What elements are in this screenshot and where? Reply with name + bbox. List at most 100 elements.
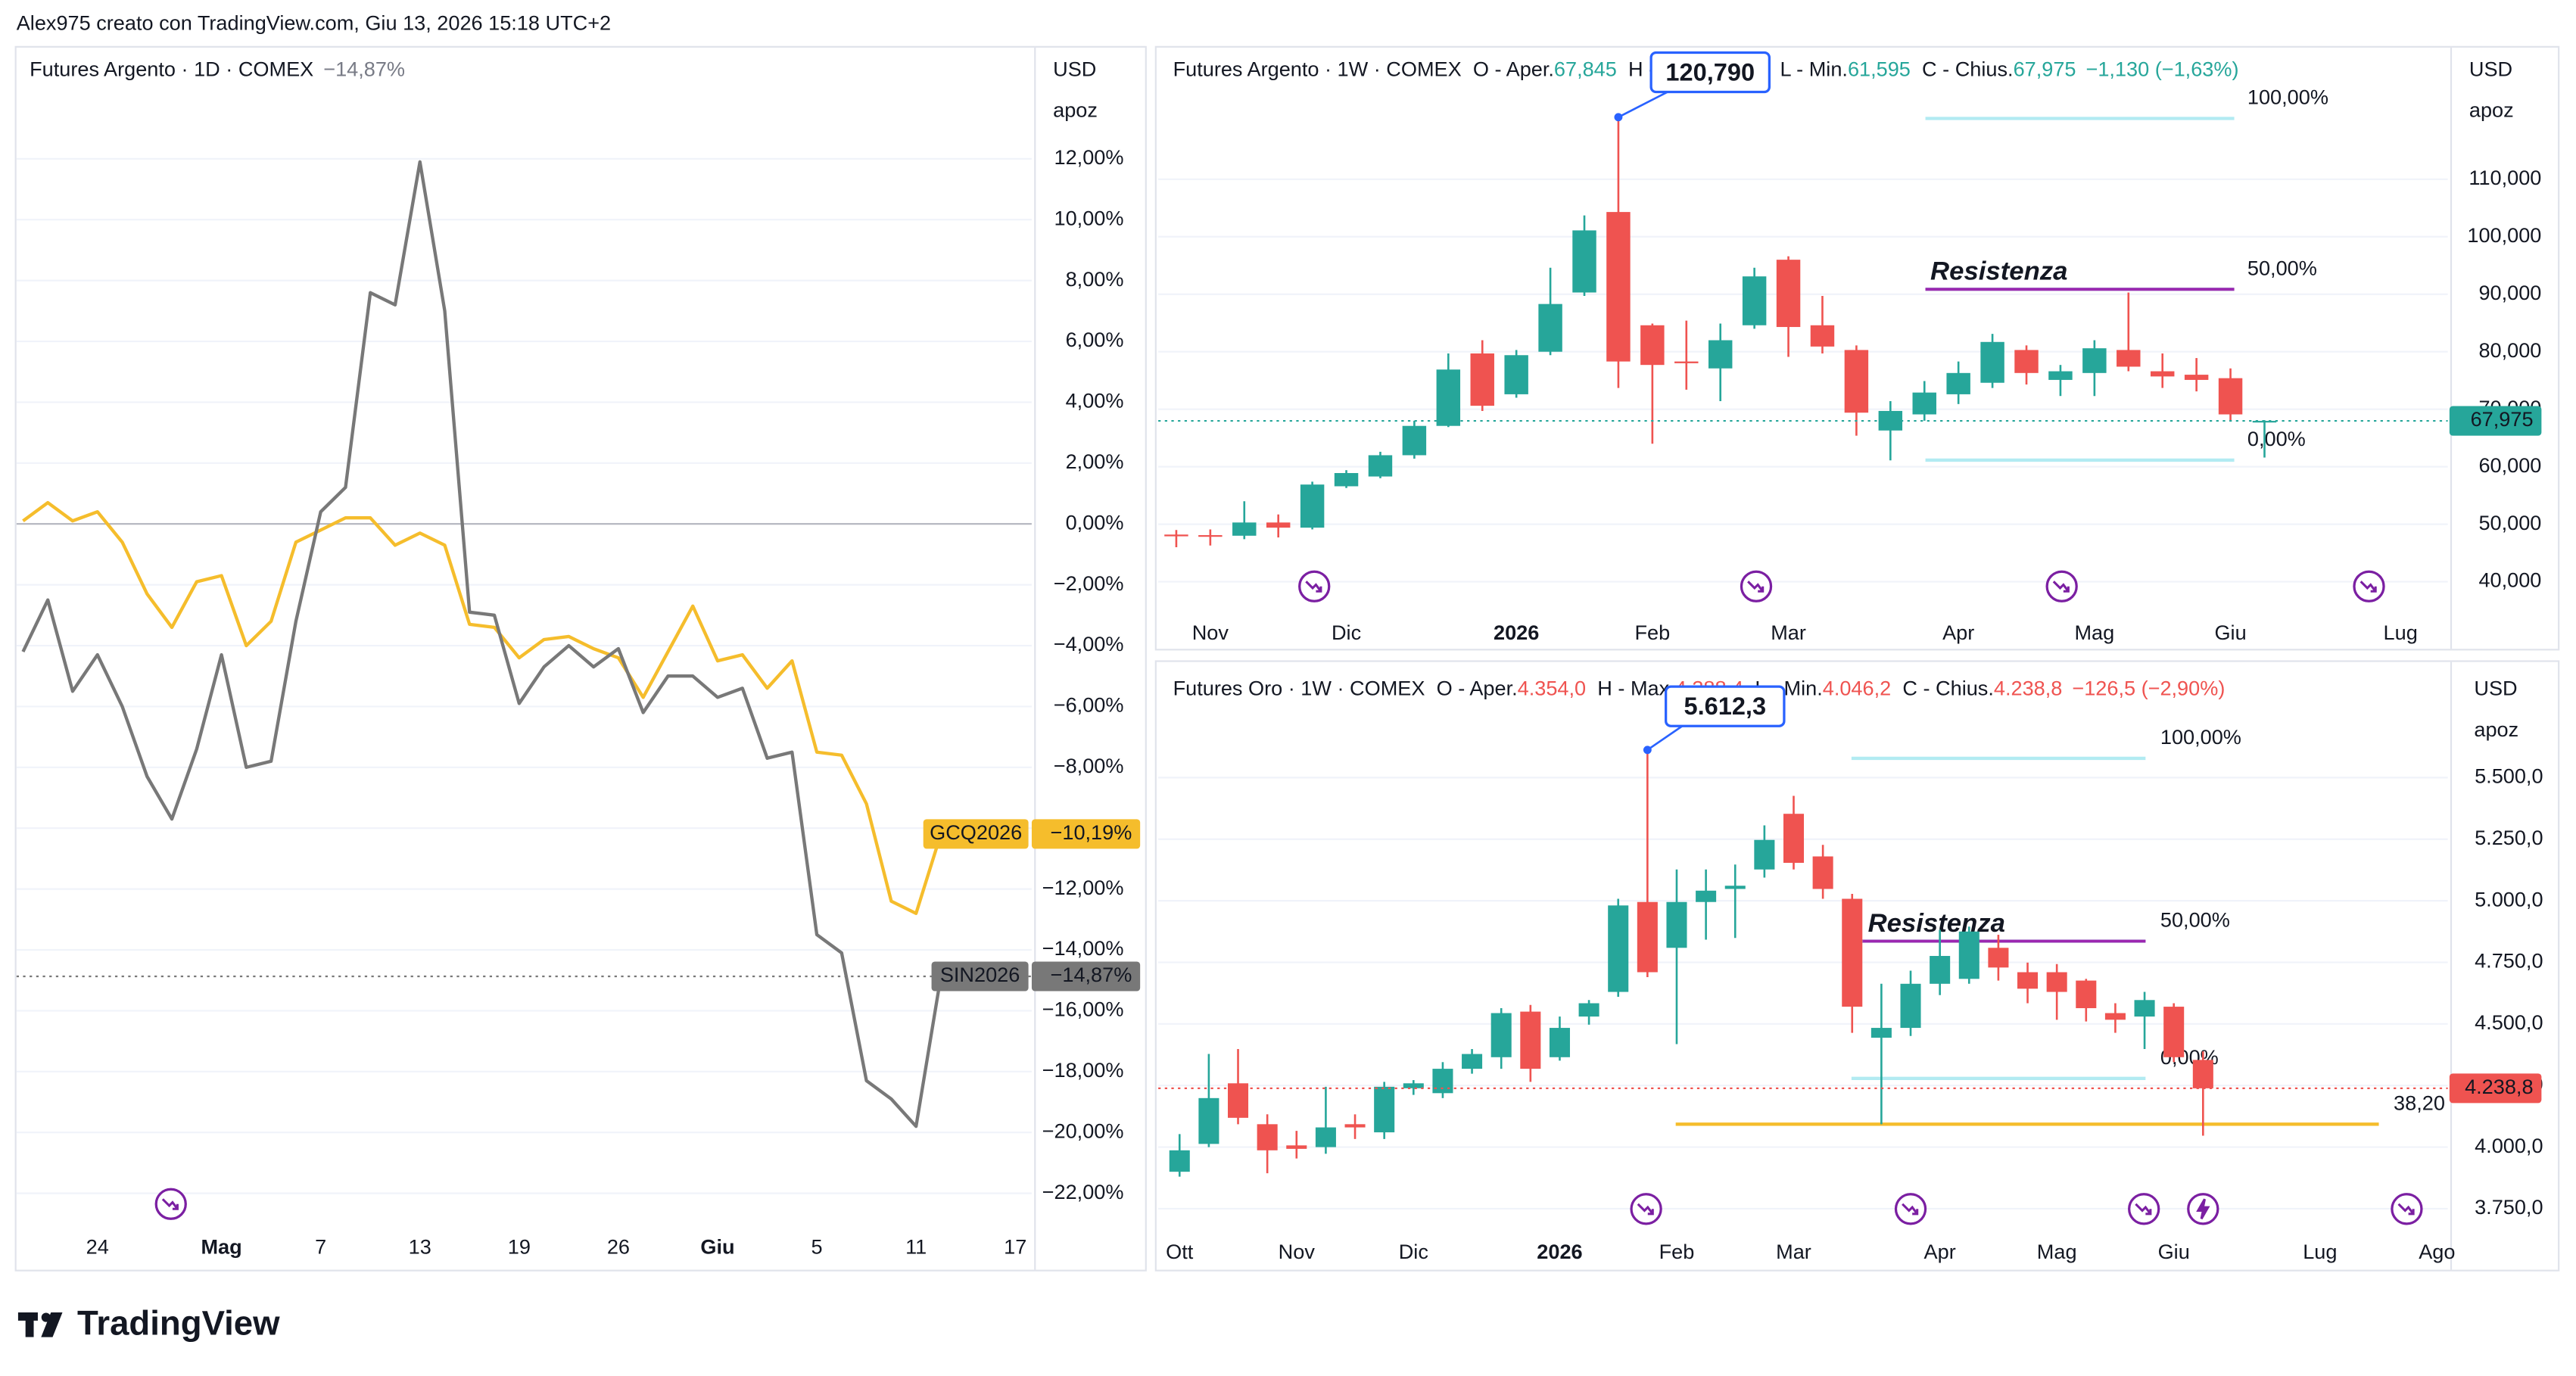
- candle-body: [1300, 484, 1325, 528]
- ohlc-label: O - Aper.: [1473, 57, 1554, 80]
- candle-body: [1783, 814, 1805, 863]
- candle-body: [1432, 1069, 1453, 1094]
- candle-body: [2117, 350, 2141, 367]
- candle-body: [1696, 890, 1717, 902]
- last-value-label: −14,87%: [1051, 963, 1132, 986]
- x-tick-label: Giu: [700, 1235, 734, 1259]
- y-tick-label: 40,000: [2478, 568, 2541, 592]
- left-panel: [14, 45, 1147, 1272]
- candle-body: [1912, 392, 1936, 415]
- currency: USD: [2474, 677, 2517, 700]
- candle-body: [2048, 371, 2073, 380]
- y-tick-label: 4,00%: [1066, 389, 1124, 412]
- last-price-box: [2449, 1073, 2542, 1104]
- y-tick-label: 50,000: [2478, 511, 2541, 534]
- candle-body: [1900, 983, 1921, 1029]
- series-name-box: [931, 961, 1029, 992]
- x-tick-label: Dic: [1399, 1240, 1428, 1263]
- y-tick-label: 4.500,0: [2475, 1010, 2543, 1034]
- x-tick-label: 2026: [1494, 621, 1539, 644]
- y-tick-label: −2,00%: [1054, 571, 1124, 595]
- y-tick-label: 12,00%: [1054, 145, 1124, 169]
- candle-body: [1724, 886, 1746, 889]
- currency: USD: [1053, 57, 1096, 80]
- candle-body: [1708, 340, 1733, 369]
- x-tick-label: Mar: [1771, 621, 1806, 644]
- callout-pointer: [1618, 91, 1668, 118]
- y-tick-label: 60,000: [2478, 453, 2541, 477]
- candle-body: [1344, 1124, 1366, 1128]
- candle-body: [2218, 378, 2243, 415]
- candle-body: [1844, 350, 1869, 413]
- x-tick-label: Dic: [1332, 621, 1361, 644]
- event-icon-glyph: [161, 1198, 179, 1210]
- y-tick-label: −12,00%: [1042, 876, 1124, 899]
- top-right-panel: [1154, 45, 2560, 651]
- title-text: Futures Argento · 1D · COMEX: [30, 57, 313, 80]
- scale-mode: apoz: [1053, 98, 1098, 122]
- candle-body: [2014, 350, 2039, 373]
- x-tick-label: Giu: [2214, 621, 2246, 644]
- y-tick-label: 4.750,0: [2475, 949, 2543, 973]
- event-icon-glyph: [1747, 581, 1765, 593]
- candle-body: [1538, 304, 1562, 352]
- candle-body: [1776, 260, 1801, 328]
- ohlc-label: O - Aper.: [1437, 677, 1518, 700]
- x-tick-label: Ago: [2419, 1240, 2455, 1263]
- ohlc-value: 61,595: [1848, 57, 1911, 80]
- event-icon-glyph: [2397, 1203, 2415, 1216]
- x-tick-label: Mar: [1776, 1240, 1811, 1263]
- last-value-label: −10,19%: [1051, 820, 1132, 844]
- candle-body: [1374, 1086, 1395, 1133]
- x-tick-label: Giu: [2158, 1240, 2190, 1263]
- level-label: 100,00%: [2160, 725, 2241, 749]
- candle-body: [1870, 1028, 1892, 1038]
- level-label: 50,00%: [2247, 256, 2317, 279]
- candle-body: [2150, 371, 2175, 377]
- candle-body: [2134, 1000, 2155, 1017]
- change-text: −126,5 (−2,90%): [2072, 677, 2225, 700]
- candle-body: [2163, 1007, 2185, 1057]
- y-tick-label: 6,00%: [1066, 328, 1124, 351]
- candle-body: [1578, 1003, 1599, 1017]
- candle-body: [1606, 212, 1631, 362]
- scale-mode: apoz: [2469, 98, 2514, 122]
- y-tick-label: 8,00%: [1066, 267, 1124, 291]
- candle-body: [1462, 1054, 1483, 1069]
- y-tick-label: 0,00%: [1066, 510, 1124, 534]
- level-label: 0,00%: [2247, 427, 2306, 450]
- y-tick-label: −6,00%: [1054, 693, 1124, 717]
- ohlc-value: 67,975: [2014, 57, 2076, 80]
- candle-body: [1520, 1011, 1541, 1069]
- change-text: −14,87%: [323, 57, 405, 80]
- resistance-label: Resistenza: [1868, 909, 2005, 938]
- plot-area: 100,00% 50,00% 0,00% Resistenza: [1158, 86, 2448, 583]
- last-value-box: [1031, 961, 1141, 992]
- callout-box: [1649, 51, 1771, 94]
- x-tick-label: 11: [905, 1235, 927, 1259]
- candle-body: [2076, 980, 2097, 1009]
- ohlc-label: L - Min.: [1780, 57, 1848, 80]
- x-tick-label: 13: [409, 1235, 431, 1259]
- y-tick-label: 10,00%: [1054, 206, 1124, 229]
- candle-body: [1572, 230, 1596, 293]
- x-tick-label: Ott: [1166, 1240, 1194, 1263]
- ohlc-value: 4.046,2: [1823, 677, 1891, 700]
- candle-body: [1608, 905, 1629, 992]
- x-tick-label: Mag: [2037, 1240, 2077, 1263]
- y-tick-label: −4,00%: [1054, 632, 1124, 655]
- event-icon-glyph: [1305, 581, 1322, 593]
- y-tick-label: 90,000: [2478, 281, 2541, 304]
- last-price-box: [2449, 406, 2542, 436]
- candle-body: [1334, 472, 1359, 487]
- event-icon-glyph: [2135, 1203, 2152, 1216]
- candle-body: [1988, 948, 2009, 968]
- chart-title: Futures Argento · 1D · COMEX −14,87%: [30, 57, 405, 80]
- y-tick-label: 2,00%: [1066, 450, 1124, 473]
- candle-body: [2192, 1060, 2213, 1088]
- y-tick-label: 80,000: [2478, 338, 2541, 362]
- y-tick-label: 3.750,0: [2475, 1195, 2543, 1219]
- y-tick-label: 100,000: [2467, 223, 2541, 247]
